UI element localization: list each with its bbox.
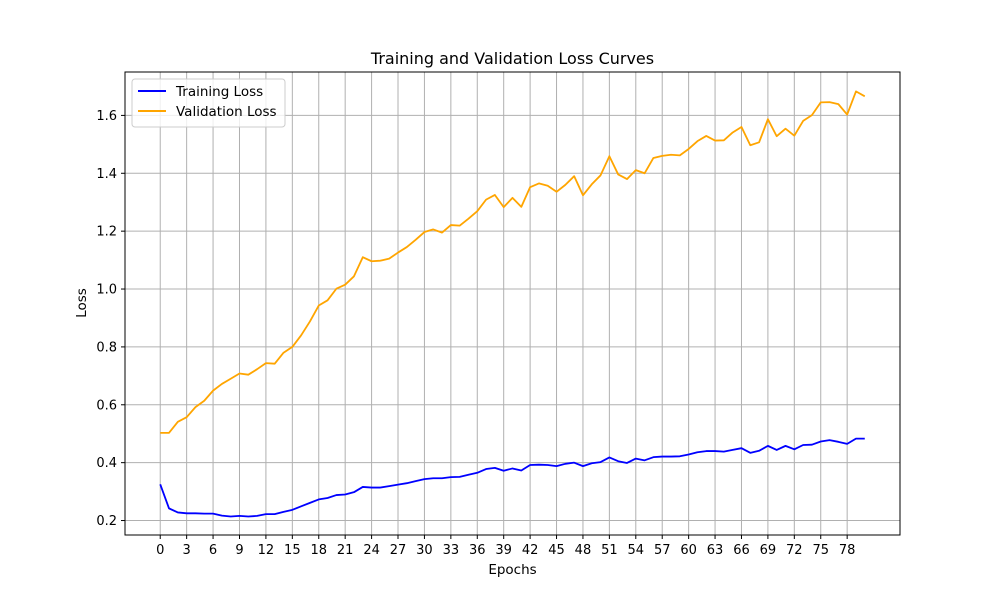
- series-line-training-loss: [159, 437, 865, 518]
- legend-label-training-loss: Training Loss: [175, 84, 263, 100]
- y-tick-label: 1.2: [96, 225, 117, 240]
- chart-title: Training and Validation Loss Curves: [370, 49, 654, 68]
- plot-frame: [124, 71, 901, 536]
- x-tick-label: 66: [733, 543, 750, 558]
- x-axis-title: Epochs: [488, 562, 536, 578]
- x-tick-label: 27: [390, 543, 407, 558]
- x-tick-label: 45: [548, 543, 565, 558]
- x-tick-label: 0: [156, 543, 164, 558]
- y-tick-label: 0.2: [96, 514, 117, 529]
- y-tick-label: 1.0: [96, 283, 117, 298]
- series-layer: [159, 90, 866, 518]
- x-tick-label: 24: [363, 543, 380, 558]
- x-tick-label: 63: [707, 543, 724, 558]
- y-tick-label: 0.6: [96, 398, 117, 413]
- y-tick-label: 0.8: [96, 340, 117, 355]
- x-tick-label: 15: [284, 543, 301, 558]
- x-tick-label: 6: [209, 543, 217, 558]
- x-tick-label: 18: [310, 543, 327, 558]
- x-tick-label: 57: [654, 543, 671, 558]
- x-tick-label: 69: [760, 543, 777, 558]
- x-tick-label: 39: [495, 543, 512, 558]
- x-tick-label: 60: [680, 543, 697, 558]
- x-tick-label: 3: [183, 543, 191, 558]
- y-axis: 0.2 0.4 0.6 0.8 1.0 1.2 1.4 1.6: [96, 109, 125, 529]
- grid: [125, 72, 900, 535]
- series-line-validation-loss: [160, 90, 866, 434]
- legend-label-validation-loss: Validation Loss: [176, 104, 277, 120]
- x-tick-label: 78: [839, 543, 856, 558]
- y-tick-label: 1.6: [96, 109, 117, 124]
- x-tick-label: 48: [575, 543, 592, 558]
- x-tick-label: 72: [786, 543, 803, 558]
- x-tick-label: 12: [258, 543, 275, 558]
- x-tick-label: 33: [443, 543, 460, 558]
- y-axis-title: Loss: [74, 288, 90, 318]
- x-tick-label: 42: [522, 543, 539, 558]
- x-axis: 0 3 6 9 12 15 18 21 24 27 30 33 36 39 42 45 48 51 54 57 60 63…: [156, 535, 855, 558]
- x-tick-label: 54: [628, 543, 645, 558]
- x-tick-label: 9: [235, 543, 243, 558]
- x-tick-label: 36: [469, 543, 486, 558]
- x-tick-label: 30: [416, 543, 433, 558]
- x-tick-label: 21: [337, 543, 354, 558]
- legend-box: [131, 78, 286, 128]
- y-tick-label: 0.4: [96, 456, 117, 471]
- y-tick-label: 1.4: [96, 167, 117, 182]
- legend: Training Loss Validation Loss: [131, 78, 286, 128]
- x-tick-label: 51: [601, 543, 618, 558]
- x-tick-label: 75: [812, 543, 829, 558]
